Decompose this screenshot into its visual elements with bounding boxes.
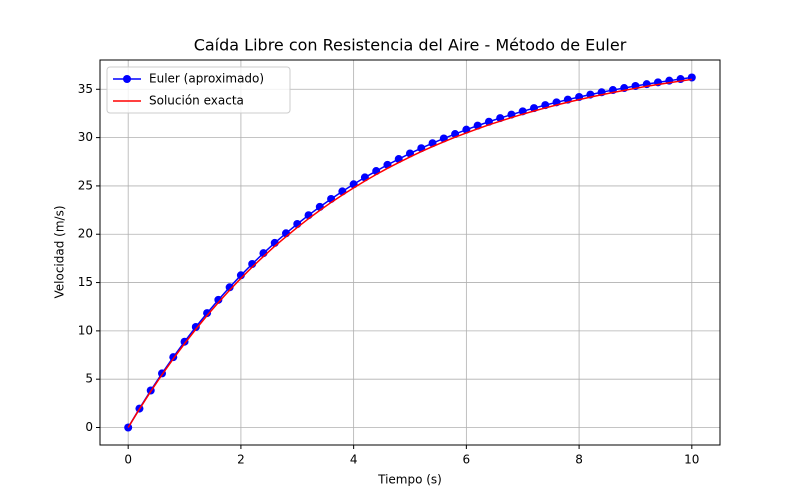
legend-label: Solución exacta (149, 94, 244, 108)
data-point (203, 309, 212, 318)
x-tick-label: 8 (575, 453, 583, 467)
y-tick-label: 10 (78, 323, 93, 337)
legend-box (106, 66, 291, 114)
y-tick-label: 5 (85, 372, 93, 386)
data-point (225, 283, 234, 292)
chart-title: Caída Libre con Resistencia del Aire - M… (194, 36, 627, 55)
y-tick-label: 15 (78, 275, 93, 289)
data-point (180, 337, 189, 346)
x-tick-label: 4 (350, 453, 358, 467)
y-tick-label: 0 (85, 420, 93, 434)
y-tick-label: 30 (78, 130, 93, 144)
y-tick-label: 25 (78, 178, 93, 192)
series-line (127, 76, 692, 428)
y-tick-label: 35 (78, 82, 93, 96)
y-axis-label: Velocidad (m/s) (53, 205, 67, 298)
x-tick-label: 6 (463, 453, 471, 467)
data-point (214, 295, 223, 304)
x-tick-label: 0 (124, 453, 132, 467)
x-axis-label: Tiempo (s) (377, 473, 442, 487)
data-point (191, 323, 200, 332)
plot-frame (99, 59, 721, 446)
x-tick-label: 2 (237, 453, 245, 467)
legend-label: Euler (aproximado) (149, 72, 264, 86)
series-line (127, 78, 692, 428)
legend-marker (123, 75, 131, 83)
x-tick-label: 10 (684, 453, 699, 467)
y-tick-label: 20 (78, 227, 93, 241)
